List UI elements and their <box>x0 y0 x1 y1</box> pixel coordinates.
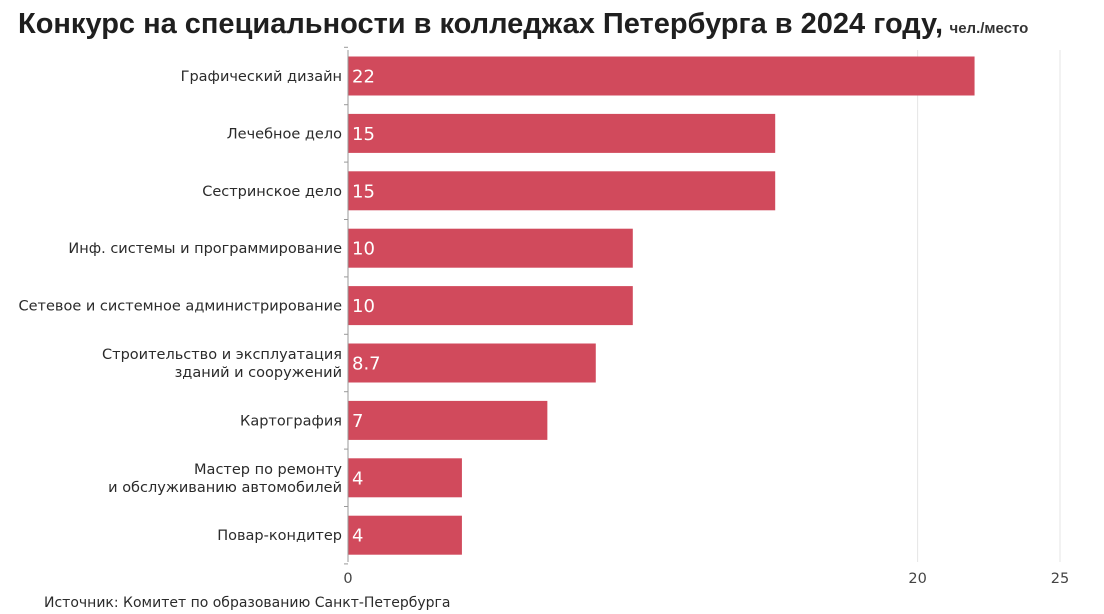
bar <box>348 56 975 96</box>
bar <box>348 515 462 555</box>
category-label: Повар-кондитер <box>217 528 342 544</box>
bar <box>348 228 633 268</box>
category-label: и обслуживанию автомобилей <box>108 480 342 496</box>
category-label: Мастер по ремонту <box>194 462 342 478</box>
category-label: Инф. системы и программирование <box>68 241 342 257</box>
category-label: Сетевое и системное администрирование <box>18 299 342 315</box>
category-label: Лечебное дело <box>227 126 342 142</box>
chart-unit: чел./место <box>949 20 1029 37</box>
source-note: Источник: Комитет по образованию Санкт-П… <box>44 595 451 611</box>
chart-title: Конкурс на специальности в колледжах Пет… <box>18 8 944 40</box>
x-tick-label: 25 <box>1051 571 1069 587</box>
bar <box>348 286 633 326</box>
bar-value-label: 15 <box>352 124 375 145</box>
bar <box>348 113 776 153</box>
category-label: Картография <box>240 413 342 429</box>
bar-value-label: 15 <box>352 181 375 202</box>
bar <box>348 458 462 498</box>
bar-value-label: 4 <box>352 526 363 547</box>
bar <box>348 343 596 383</box>
x-tick-label: 20 <box>908 571 926 587</box>
bar-value-label: 22 <box>352 67 375 88</box>
chart-title-row: Конкурс на специальности в колледжах Пет… <box>18 8 1028 41</box>
x-tick-label: 0 <box>343 571 352 587</box>
bar-value-label: 8.7 <box>352 354 381 375</box>
category-label: Строительство и эксплуатация <box>102 347 342 363</box>
bar-value-label: 10 <box>352 296 375 317</box>
bar <box>348 171 776 211</box>
category-label: Графический дизайн <box>181 69 342 85</box>
bar-value-label: 7 <box>352 411 363 432</box>
category-label: зданий и сооружений <box>175 365 342 381</box>
bar-value-label: 4 <box>352 468 363 489</box>
bar-value-label: 10 <box>352 239 375 260</box>
category-label: Сестринское дело <box>202 184 342 200</box>
bar <box>348 400 548 440</box>
